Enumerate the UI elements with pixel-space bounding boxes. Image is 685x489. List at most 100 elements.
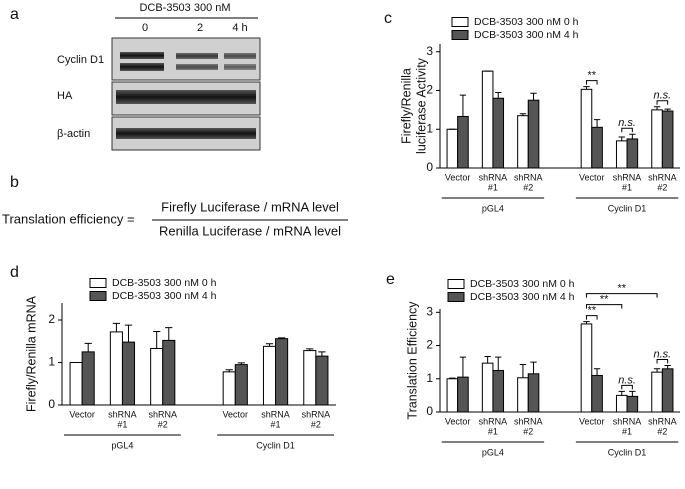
bar xyxy=(591,374,603,413)
x-tick-label: #1 xyxy=(622,182,632,192)
bar xyxy=(446,378,459,413)
legend-swatch xyxy=(447,292,465,302)
significance-bracket xyxy=(585,80,598,85)
y-axis-label: Translation Efficiency xyxy=(405,301,419,420)
legend-label: DCB-3503 300 nM 4 h xyxy=(474,29,579,41)
x-tick-label: shRNA xyxy=(648,172,677,182)
significance-label: ** xyxy=(587,305,596,317)
y-axis-label: luciferase Activity xyxy=(414,57,428,154)
significance-label: ** xyxy=(617,283,626,295)
bar xyxy=(626,395,639,413)
group-label: Cyclin D1 xyxy=(608,447,647,457)
significance-label: n.s. xyxy=(618,117,636,129)
error-bar xyxy=(318,351,326,357)
bar xyxy=(275,338,289,406)
bar xyxy=(222,371,236,406)
lane-label: 0 xyxy=(142,22,148,34)
error-bar xyxy=(124,324,133,343)
error-bar xyxy=(495,91,502,99)
error-bar xyxy=(225,369,233,372)
x-tick-label: #2 xyxy=(657,182,667,192)
bar xyxy=(517,115,529,169)
bar xyxy=(481,70,494,169)
error-bar xyxy=(664,364,671,369)
x-tick-label: #1 xyxy=(271,419,281,429)
x-tick-label: shRNA xyxy=(613,416,642,426)
x-tick-label: shRNA xyxy=(613,172,642,182)
error-bar xyxy=(495,356,502,371)
equation-lhs: Translation efficiency = xyxy=(2,211,135,226)
x-tick-label: #2 xyxy=(158,419,168,429)
bar xyxy=(527,373,540,413)
bar xyxy=(492,97,505,169)
x-tick-label: shRNA xyxy=(261,409,290,419)
y-axis-label: Firefly/Renilla xyxy=(399,68,413,144)
bar xyxy=(162,339,176,406)
bar xyxy=(517,377,529,413)
legend-swatch xyxy=(451,30,469,40)
bar xyxy=(457,115,469,169)
x-tick-label: Vector xyxy=(445,416,471,426)
significance-label: ** xyxy=(600,294,609,306)
bar xyxy=(69,362,83,406)
legend-label: DCB-3503 300 nM 4 h xyxy=(112,290,217,302)
significance-bracket xyxy=(585,315,598,320)
x-tick-label: Vector xyxy=(579,172,605,182)
error-bar xyxy=(583,321,590,324)
x-tick-label: shRNA xyxy=(514,172,543,182)
treatment-label: DCB-3503 300 nM xyxy=(139,2,230,14)
bar xyxy=(661,368,674,413)
x-tick-label: #2 xyxy=(523,426,533,436)
equation-denominator: Renilla Luciferase / mRNA level xyxy=(159,223,341,238)
x-tick-label: #1 xyxy=(117,419,127,429)
error-bar xyxy=(84,342,92,352)
legend-swatch xyxy=(447,279,465,289)
bar xyxy=(661,110,674,169)
error-bar xyxy=(583,86,590,90)
x-tick-label: shRNA xyxy=(148,409,177,419)
group-label: pGL4 xyxy=(482,447,504,457)
bar xyxy=(121,341,136,406)
y-tick-label: 3 xyxy=(426,304,433,318)
bar xyxy=(457,376,469,413)
row-label: HA xyxy=(57,90,73,102)
y-tick-label: 2 xyxy=(426,83,433,97)
bar xyxy=(150,347,164,406)
row-label: β-actin xyxy=(57,128,90,140)
error-bar xyxy=(459,356,467,378)
bar xyxy=(651,371,663,413)
x-tick-label: Vector xyxy=(445,172,471,182)
significance-label: ** xyxy=(587,70,596,82)
x-tick-label: #2 xyxy=(311,419,321,429)
error-bar xyxy=(153,330,161,349)
error-bar xyxy=(306,348,314,351)
blot xyxy=(111,37,261,151)
significance-bracket xyxy=(621,127,633,133)
significance-bracket xyxy=(585,304,623,309)
error-bar xyxy=(237,362,245,365)
bar xyxy=(262,345,277,406)
group-label: pGL4 xyxy=(111,440,133,450)
panel-label: b xyxy=(10,174,19,191)
bar xyxy=(446,128,459,169)
y-tick-label: 0 xyxy=(426,404,433,418)
y-tick-label: 2 xyxy=(48,312,55,326)
legend-label: DCB-3503 300 nM 0 h xyxy=(112,277,217,289)
bar xyxy=(626,138,639,169)
error-bar xyxy=(265,343,274,347)
group-label: pGL4 xyxy=(482,203,504,213)
legend-label: DCB-3503 300 nM 0 h xyxy=(470,278,575,290)
significance-label: n.s. xyxy=(618,374,636,386)
y-tick-label: 1 xyxy=(426,121,433,135)
error-bar xyxy=(165,327,173,341)
bar xyxy=(580,88,593,169)
significance-label: n.s. xyxy=(653,90,671,102)
x-tick-label: shRNA xyxy=(514,416,543,426)
error-bar xyxy=(277,337,286,339)
row-label: Cyclin D1 xyxy=(57,54,104,66)
panel-label: c xyxy=(384,10,392,27)
equation-numerator: Firefly Luciferase / mRNA level xyxy=(161,199,339,214)
y-tick-label: 1 xyxy=(48,355,55,369)
error-bar xyxy=(484,356,491,364)
